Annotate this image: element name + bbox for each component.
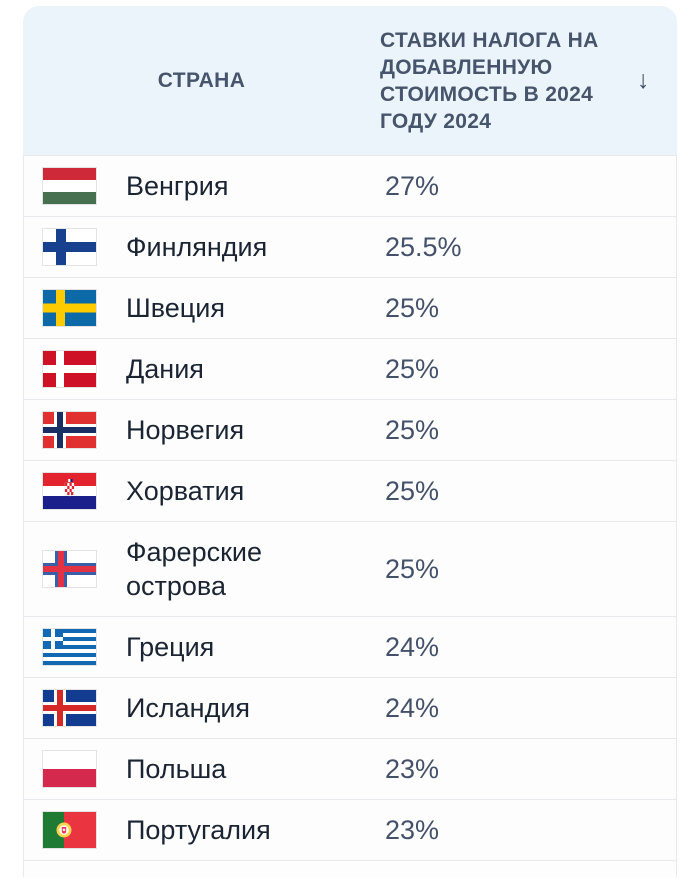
table-row-hungary: Венгрия 27%: [24, 155, 676, 216]
country-name: Финляндия: [126, 232, 268, 262]
country-name: Греция: [126, 632, 215, 662]
vat-rate-value: 24%: [385, 631, 440, 662]
flag-poland-icon: [43, 751, 96, 787]
vat-rate-value: 25%: [385, 353, 440, 384]
table-row-croatia: Хорватия 25%: [24, 460, 676, 521]
column-header-vat-rate-label: СТАВКИ НАЛОГА НА ДОБАВЛЕННУЮ СТОИМОСТЬ В…: [380, 28, 599, 133]
column-header-vat-rate[interactable]: СТАВКИ НАЛОГА НА ДОБАВЛЕННУЮ СТОИМОСТЬ В…: [380, 27, 650, 135]
table-row-finland: Финляндия 25.5%: [24, 216, 676, 277]
vat-rate-value: 24%: [385, 692, 440, 723]
country-name: Португалия: [126, 815, 271, 845]
vat-rate-value: 25%: [385, 414, 440, 445]
table-row-greece: Греция 24%: [24, 616, 676, 677]
flag-greece-icon: [43, 629, 96, 665]
flag-hungary-icon: [43, 168, 96, 204]
vat-rate-value: 25%: [385, 553, 440, 584]
table-row-partial: [24, 860, 676, 877]
vat-rates-table: СТРАНА СТАВКИ НАЛОГА НА ДОБАВЛЕННУЮ СТОИ…: [23, 6, 677, 877]
flag-norway-icon: [43, 412, 96, 448]
country-name: Хорватия: [126, 476, 245, 506]
table-row-norway: Норвегия 25%: [24, 399, 676, 460]
flag-sweden-icon: [43, 290, 96, 326]
table-row-denmark: Дания 25%: [24, 338, 676, 399]
flag-denmark-icon: [43, 351, 96, 387]
table-row-iceland: Исландия 24%: [24, 677, 676, 738]
flag-faroe-islands-icon: [43, 551, 96, 587]
vat-rate-value: 27%: [385, 170, 440, 201]
country-name: Исландия: [126, 693, 251, 723]
vat-rate-value: 23%: [385, 814, 440, 845]
sort-descending-icon[interactable]: ↓: [637, 66, 650, 94]
table-row-sweden: Швеция 25%: [24, 277, 676, 338]
table-body: Венгрия 27% Финляндия 25.5% Швеция 25% Д…: [23, 155, 677, 877]
flag-finland-icon: [43, 229, 96, 265]
table-row-poland: Польша 23%: [24, 738, 676, 799]
country-name: Швеция: [126, 293, 225, 323]
flag-croatia-icon: [43, 473, 96, 509]
table-row-faroe-islands: Фарерские острова 25%: [24, 521, 676, 616]
column-header-country[interactable]: СТРАНА: [157, 68, 246, 92]
flag-iceland-icon: [43, 690, 96, 726]
country-name: Польша: [126, 754, 227, 784]
vat-rate-value: 25%: [385, 475, 440, 506]
table-header: СТРАНА СТАВКИ НАЛОГА НА ДОБАВЛЕННУЮ СТОИ…: [23, 6, 677, 155]
country-name: Венгрия: [126, 171, 229, 201]
vat-rate-value: 25.5%: [385, 231, 462, 262]
country-name: Дания: [126, 354, 204, 384]
flag-portugal-icon: [43, 812, 96, 848]
country-name: Фарерские острова: [126, 537, 263, 601]
vat-rate-value: 25%: [385, 292, 440, 323]
country-name: Норвегия: [126, 415, 245, 445]
table-row-portugal: Португалия 23%: [24, 799, 676, 860]
vat-rate-value: 23%: [385, 753, 440, 784]
